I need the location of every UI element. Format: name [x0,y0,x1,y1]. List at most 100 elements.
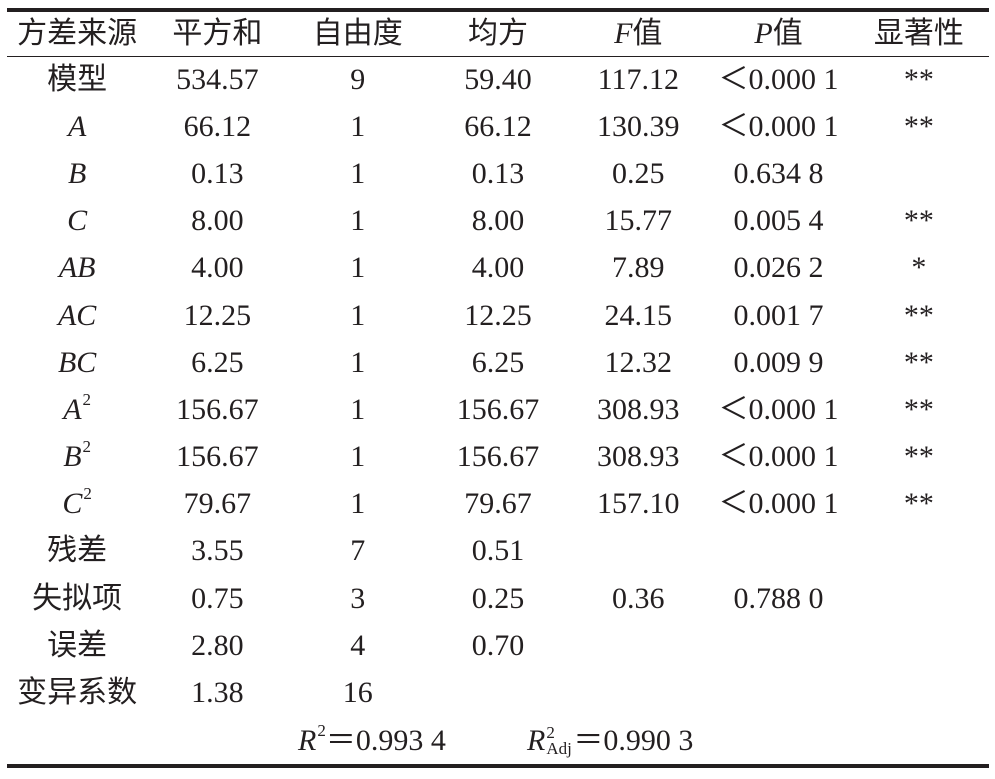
factor-symbol: C [62,487,83,521]
factor-symbol: A [63,392,82,426]
sum-of-squares-cell: 2.80 [191,628,244,662]
sum-of-squares-cell: 0.13 [191,156,244,190]
anova-table: 方差来源 平方和 自由度 均方 F值 P值 显著性 模型 534.57 9 59… [7,8,989,768]
sum-of-squares-cell: 79.67 [183,487,252,521]
table-row: B2 156.67 1 156.67 308.93 ＜0.000 1 ** [7,434,989,481]
sum-of-squares-cell: 66.12 [183,109,252,143]
header-mean-square: 均方 [427,10,569,57]
fit-statistics: R2＝0.993 4 R 2 Adj ＝0.990 3 [7,717,989,764]
source-cell: 失拟项 [7,575,147,622]
df-cell: 1 [350,156,366,190]
significance-cell: ** [903,109,934,143]
significance-cell: ** [903,345,934,379]
header-source: 方差来源 [7,10,148,57]
f-value-cell: 24.15 [604,298,673,332]
df-cell: 1 [350,109,366,143]
r-symbol: R [527,723,546,757]
df-cell: 4 [350,628,366,662]
mean-square-cell: 59.40 [464,62,532,96]
sum-of-squares-cell: 0.75 [191,581,244,615]
table-row: C 8.00 1 8.00 15.77 0.005 4 ** [7,198,989,245]
mean-square-cell: 12.25 [464,298,532,332]
sum-of-squares-cell: 12.25 [183,298,252,332]
f-value-cell: 15.77 [604,204,673,238]
p-value-cell [708,528,848,575]
significance-cell: * [911,251,927,285]
header-p-value: P值 [708,10,849,57]
factor-symbol: AB [58,251,96,285]
mean-square-cell: 0.13 [471,156,525,190]
r-squared: R2＝0.993 4 [298,717,446,768]
f-value-cell: 7.89 [612,251,665,285]
p-value-cell: 0.026 2 [733,251,824,285]
f-value-cell: 0.36 [612,581,665,615]
df-cell: 1 [350,487,366,521]
df-cell: 9 [350,62,366,96]
source-cell: 模型 [7,56,147,103]
f-value-cell: 130.39 [597,109,680,143]
f-value-cell: 12.32 [604,345,673,379]
table-row: BC 6.25 1 6.25 12.32 0.009 9 ** [7,339,989,386]
significance-cell: ** [903,392,934,426]
r-squared-exponent: 2 [317,720,326,740]
mean-square-cell: 6.25 [471,345,525,379]
header-p-value-label: 值 [772,16,803,50]
df-cell: 1 [350,440,366,474]
source-cell: A [7,103,147,150]
factor-symbol: B [67,156,87,190]
significance-cell: ** [903,62,934,96]
mean-square-cell: 0.51 [471,534,525,568]
source-label: 模型 [47,62,108,96]
p-value-cell: 0.788 0 [733,581,824,615]
source-cell: BC [7,339,147,386]
df-cell: 1 [350,251,366,285]
sum-of-squares-cell: 156.67 [176,392,259,426]
header-degrees-of-freedom: 自由度 [287,10,428,57]
adjusted-r-squared-value: 0.990 3 [603,723,694,757]
source-cell: AB [7,245,147,292]
source-cell: C [7,198,147,245]
mean-square-cell: 156.67 [456,440,540,474]
p-value-cell: 0.005 4 [733,204,824,238]
df-cell: 3 [350,581,366,615]
f-value-cell: 0.25 [612,156,665,190]
p-value-cell: ＜0.000 1 [718,440,839,474]
header-f-value-label: 值 [632,16,663,50]
mean-square-cell: 156.67 [456,392,540,426]
sum-of-squares-cell: 156.67 [176,440,259,474]
source-cell: B [7,150,147,197]
p-value-cell: ＜0.000 1 [718,109,839,143]
table-row: AC 12.25 1 12.25 24.15 0.001 7 ** [7,292,989,339]
table-row: A2 156.67 1 156.67 308.93 ＜0.000 1 ** [7,386,989,433]
f-value-cell [568,669,708,716]
df-cell: 1 [350,204,366,238]
significance-cell [849,528,989,575]
significance-cell [849,575,989,622]
df-cell: 1 [350,298,366,332]
significance-cell: ** [903,298,934,332]
source-cell: A2 [7,386,147,433]
factor-symbol: B [63,440,82,474]
exponent: 2 [82,389,92,409]
significance-cell [849,150,989,197]
df-cell: 1 [350,392,366,426]
factor-symbol: BC [57,345,97,379]
exponent: 2 [82,437,92,457]
sup-sub-stack: 2 Adj [545,720,573,757]
table-row: C2 79.67 1 79.67 157.10 ＜0.000 1 ** [7,481,989,528]
source-cell: AC [7,292,147,339]
fit-statistics-cell: R2＝0.993 4 R 2 Adj ＝0.990 3 [7,717,989,766]
adjusted-r-squared: R 2 Adj ＝0.990 3 [527,717,693,764]
factor-symbol: C [67,204,88,238]
f-value-cell: 157.10 [597,487,680,521]
header-sum-of-squares: 平方和 [147,10,288,57]
significance-cell [849,669,989,716]
table-row: B 0.13 1 0.13 0.25 0.634 8 [7,150,989,197]
table-row: 变异系数 1.38 16 [7,669,989,716]
sum-of-squares-cell: 8.00 [191,204,244,238]
f-value-cell: 117.12 [597,62,679,96]
adjusted-subscript: Adj [546,738,572,758]
equals-sign: ＝ [573,723,604,757]
table-row: 误差 2.80 4 0.70 [7,622,989,669]
header-row: 方差来源 平方和 自由度 均方 F值 P值 显著性 [7,10,989,57]
